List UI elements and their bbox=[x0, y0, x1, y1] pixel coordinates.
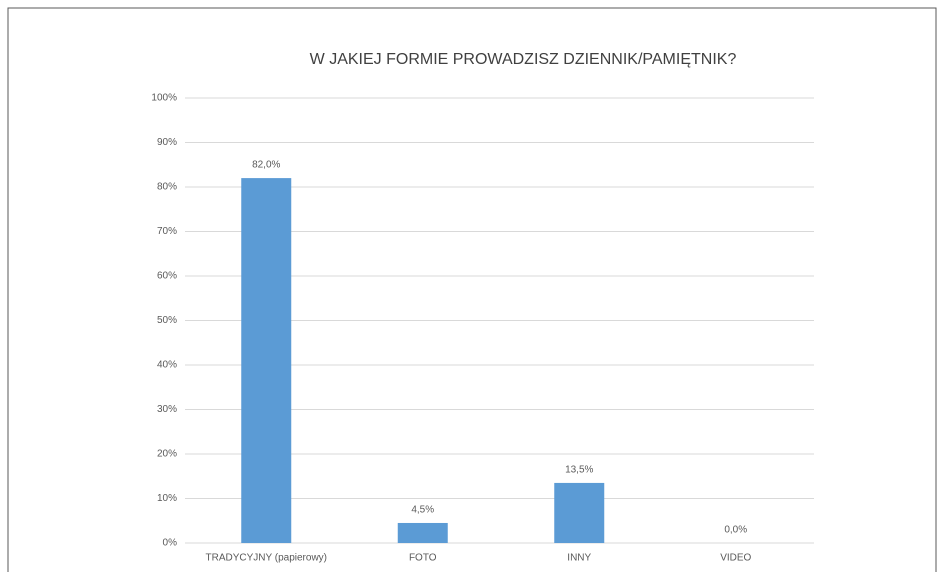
chart-title: W JAKIEJ FORMIE PROWADZISZ DZIENNIK/PAMI… bbox=[310, 51, 737, 68]
y-tick-label: 50% bbox=[157, 315, 177, 326]
y-tick-label: 30% bbox=[157, 404, 177, 415]
y-tick-label: 100% bbox=[151, 93, 177, 104]
chart-frame bbox=[7, 7, 937, 572]
y-tick-label: 90% bbox=[157, 137, 177, 148]
x-tick-label: FOTO bbox=[409, 553, 437, 564]
y-tick-label: 40% bbox=[157, 360, 177, 371]
data-label: 82,0% bbox=[252, 160, 280, 171]
y-tick-label: 10% bbox=[157, 493, 177, 504]
data-label: 4,5% bbox=[411, 505, 434, 516]
y-tick-label: 0% bbox=[163, 538, 178, 549]
y-tick-label: 70% bbox=[157, 226, 177, 237]
x-tick-label: VIDEO bbox=[720, 553, 751, 564]
data-label: 13,5% bbox=[565, 465, 593, 476]
bar bbox=[397, 522, 448, 543]
y-tick-label: 20% bbox=[157, 449, 177, 460]
x-tick-label: TRADYCYJNY (papierowy) bbox=[205, 553, 327, 564]
y-tick-label: 80% bbox=[157, 182, 177, 193]
data-label: 0,0% bbox=[724, 525, 747, 536]
bar bbox=[241, 178, 292, 543]
y-tick-label: 60% bbox=[157, 271, 177, 282]
bar bbox=[554, 482, 605, 543]
x-tick-label: INNY bbox=[567, 553, 591, 564]
